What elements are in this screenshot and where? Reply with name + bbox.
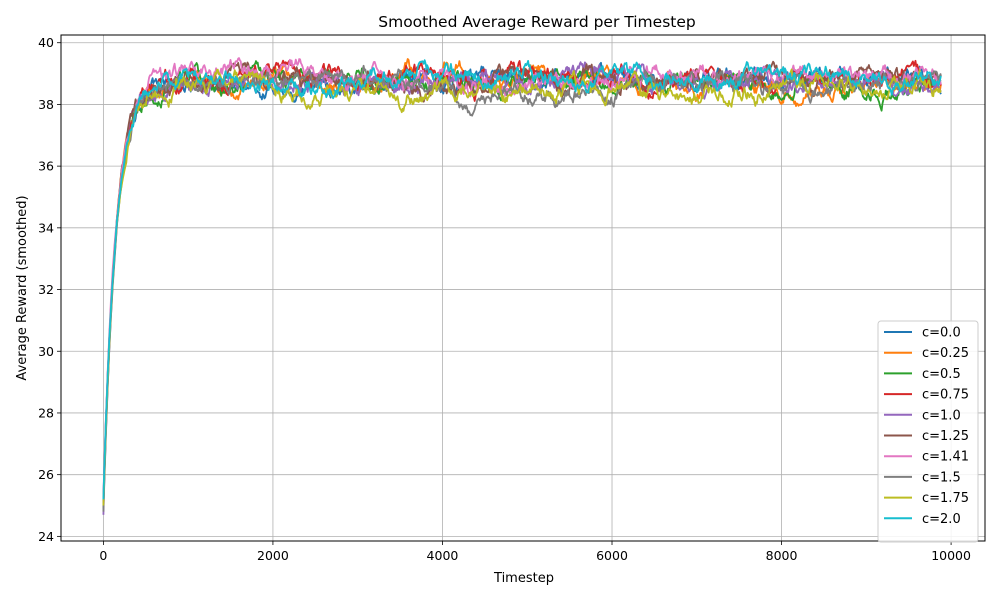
plot-frame: [60, 34, 986, 542]
x-tick-label: 2000: [257, 548, 289, 563]
series-line: [102, 57, 942, 497]
series-line: [102, 61, 942, 515]
y-tick-label: 38: [38, 97, 54, 112]
series-line: [102, 68, 942, 506]
legend-entry: c=0.5: [922, 367, 961, 382]
y-tick-label: 40: [38, 35, 54, 50]
legend-entry: c=2.0: [922, 512, 961, 527]
y-tick-label: 32: [38, 282, 54, 297]
x-axis: 0 2000 4000 6000 8000 10000: [99, 541, 971, 563]
chart-title: Smoothed Average Reward per Timestep: [378, 13, 695, 31]
y-tick-label: 34: [38, 220, 54, 235]
legend-entry: c=1.5: [922, 470, 961, 485]
series-line: [102, 59, 942, 500]
x-tick-label: 6000: [596, 548, 628, 563]
x-axis-label: Timestep: [493, 571, 554, 586]
y-axis-label: Average Reward (smoothed): [15, 195, 30, 380]
y-tick-label: 30: [38, 344, 54, 359]
legend-entry: c=1.0: [922, 408, 961, 423]
y-axis: 24 26 28 30 32 34 36 38 40: [38, 35, 61, 544]
x-tick-label: 4000: [427, 548, 459, 563]
legend-entry: c=1.25: [922, 429, 969, 444]
plot-area: [102, 57, 942, 515]
y-tick-label: 24: [38, 529, 54, 544]
y-tick-label: 28: [38, 405, 54, 420]
y-tick-label: 36: [38, 159, 54, 174]
x-tick-label: 0: [99, 548, 107, 563]
legend-entry: c=0.75: [922, 388, 969, 403]
x-tick-label: 10000: [931, 548, 971, 563]
y-tick-label: 26: [38, 467, 54, 482]
legend: c=0.0 c=0.25 c=0.5 c=0.75 c=1.0 c=1.25 c=1.41 c…: [877, 320, 979, 543]
x-tick-label: 8000: [766, 548, 798, 563]
legend-box: [877, 320, 979, 543]
legend-entry: c=0.25: [922, 346, 969, 361]
legend-entry: c=1.41: [922, 450, 969, 465]
legend-entry: c=1.75: [922, 491, 969, 506]
legend-entry: c=0.0: [922, 326, 961, 341]
grid: [61, 35, 985, 541]
